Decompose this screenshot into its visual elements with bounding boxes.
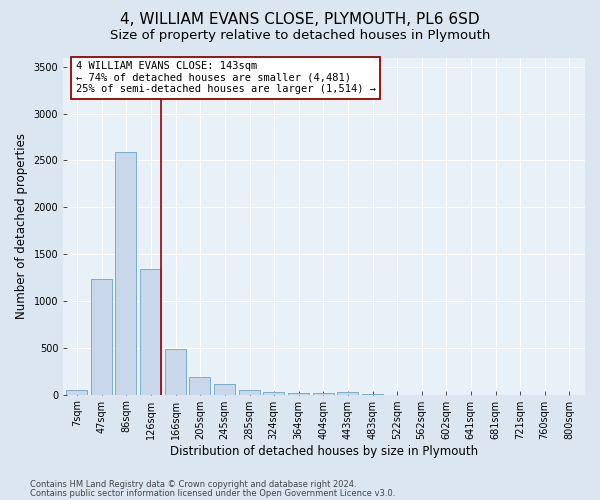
Bar bbox=[140, 269, 161, 394]
Bar bbox=[66, 390, 88, 394]
Bar bbox=[239, 390, 260, 394]
X-axis label: Distribution of detached houses by size in Plymouth: Distribution of detached houses by size … bbox=[170, 444, 478, 458]
Y-axis label: Number of detached properties: Number of detached properties bbox=[15, 133, 28, 319]
Bar bbox=[263, 392, 284, 394]
Bar bbox=[214, 384, 235, 394]
Text: Size of property relative to detached houses in Plymouth: Size of property relative to detached ho… bbox=[110, 29, 490, 42]
Text: 4, WILLIAM EVANS CLOSE, PLYMOUTH, PL6 6SD: 4, WILLIAM EVANS CLOSE, PLYMOUTH, PL6 6S… bbox=[120, 12, 480, 28]
Bar bbox=[288, 393, 309, 394]
Bar bbox=[313, 392, 334, 394]
Text: Contains HM Land Registry data © Crown copyright and database right 2024.: Contains HM Land Registry data © Crown c… bbox=[30, 480, 356, 489]
Text: 4 WILLIAM EVANS CLOSE: 143sqm
← 74% of detached houses are smaller (4,481)
25% o: 4 WILLIAM EVANS CLOSE: 143sqm ← 74% of d… bbox=[76, 61, 376, 94]
Bar bbox=[337, 392, 358, 394]
Bar bbox=[115, 152, 136, 394]
Bar bbox=[91, 280, 112, 394]
Text: Contains public sector information licensed under the Open Government Licence v3: Contains public sector information licen… bbox=[30, 488, 395, 498]
Bar bbox=[165, 348, 186, 395]
Bar bbox=[189, 378, 211, 394]
